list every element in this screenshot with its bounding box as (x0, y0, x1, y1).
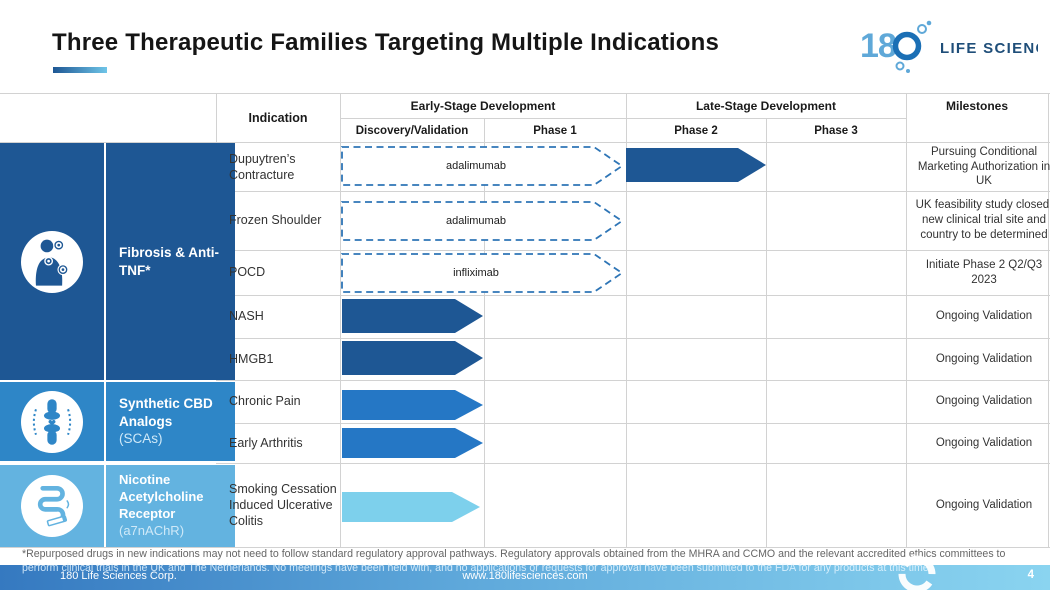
table-border (216, 463, 1050, 464)
family-nachr-label-cell: Nicotine Acetylcholine Receptor (a7nAChR… (106, 465, 235, 547)
table-border (626, 93, 627, 547)
solid-arrow-early-arthritis (342, 428, 483, 458)
dashed-arrow-frozen-shoulder (341, 201, 624, 241)
family-subname: (SCAs) (119, 431, 163, 447)
page-title: Three Therapeutic Families Targeting Mul… (52, 29, 720, 56)
table-border (484, 118, 485, 547)
table-border (766, 118, 767, 547)
logo-wordmark: LIFE SCIENCES (940, 40, 1038, 57)
column-header-phase-3: Phase 3 (814, 124, 858, 137)
indication-dupuytrens: Dupuytren’s Contracture (229, 151, 296, 182)
logo-bubble-icon (926, 20, 932, 26)
table-border (216, 250, 1050, 251)
solid-arrow-hmgb1 (342, 341, 483, 375)
logo-bubble-icon (906, 69, 910, 73)
family-subname: (a7nAChR) (119, 522, 185, 538)
company-logo: 18 LIFE SCIENCES (860, 20, 1038, 73)
family-fibrosis-icon-cell (0, 143, 104, 380)
logo-180-number: 18 (860, 27, 896, 65)
table-border (216, 295, 1050, 296)
table-border (340, 118, 906, 119)
column-header-late-stage: Late-Stage Development (695, 98, 837, 113)
footer-website-link[interactable]: www.180lifesciences.com (462, 570, 588, 582)
drug-label-adalimumab: adalimumab (446, 160, 506, 172)
family-cbd-icon-cell (0, 382, 104, 461)
indication-pocd: POCD (229, 265, 266, 280)
indication-frozen-shoulder: Frozen Shoulder (229, 213, 322, 228)
body-inflammation-icon (21, 230, 83, 293)
title-accent-bar (53, 67, 107, 73)
milestone-pocd: Initiate Phase 2 Q2/Q3 2023 (925, 258, 1043, 286)
family-name: Nicotine Acetylcholine Receptor (119, 472, 204, 521)
footnote-line2: perform clinical trials in the UK and Th… (22, 562, 932, 574)
column-header-discovery-validation: Discovery/Validation (355, 124, 469, 137)
column-header-phase-2: Phase 2 (674, 124, 718, 137)
family-name: Synthetic CBD Analogs (119, 396, 213, 429)
joint-icon (21, 390, 83, 453)
indication-chronic-pain: Chronic Pain (229, 394, 301, 409)
indication-early-arthritis: Early Arthritis (229, 435, 303, 450)
indication-nash: NASH (229, 309, 264, 324)
table-border (0, 93, 1050, 94)
milestone-frozen-shoulder: UK feasibility study closed, new clinica… (915, 199, 1050, 241)
column-header-milestones: Milestones (945, 98, 1008, 113)
milestone-early-arthritis: Ongoing Validation (935, 436, 1033, 449)
table-border (216, 191, 1050, 192)
family-name: Fibrosis & Anti-TNF* (119, 244, 219, 278)
footer-bar (0, 565, 1050, 590)
logo-bubble-icon (917, 24, 927, 34)
solid-arrow-smoking-cessation (342, 492, 480, 522)
solid-arrow-dupuytrens-phase2 (626, 148, 766, 182)
page-number: 4 (1027, 569, 1034, 581)
footnote-line1: *Repurposed drugs in new indications may… (22, 548, 1006, 560)
table-border (216, 423, 1050, 424)
drug-label-adalimumab: adalimumab (446, 215, 506, 227)
logo-zero-ring (892, 31, 922, 61)
indication-smoking-cessation-uc: Smoking Cessation Induced Ulcerative Col… (229, 481, 337, 529)
milestone-nash: Ongoing Validation (935, 310, 1033, 323)
table-border (906, 93, 907, 547)
milestone-smoking-cessation-uc: Ongoing Validation (935, 498, 1033, 511)
family-cbd-label-cell: Synthetic CBD Analogs (SCAs) (106, 382, 235, 461)
milestone-chronic-pain: Ongoing Validation (935, 395, 1033, 408)
table-border (216, 380, 1050, 381)
table-border (1048, 93, 1049, 547)
solid-arrow-nash (342, 299, 483, 333)
drug-label-infliximab: infliximab (453, 267, 499, 279)
footer-company-name: 180 Life Sciences Corp. (60, 570, 177, 582)
column-header-indication: Indication (248, 111, 308, 125)
table-border (0, 547, 1050, 548)
table-border (216, 338, 1050, 339)
dashed-arrow-pocd (341, 253, 624, 293)
table-border (340, 93, 341, 547)
logo-bubble-icon (895, 61, 905, 71)
footer-logo-swoosh-icon (898, 555, 936, 590)
table-border (0, 142, 1050, 143)
family-fibrosis-label-cell: Fibrosis & Anti-TNF* (106, 143, 235, 380)
family-nachr-icon-cell (0, 465, 104, 547)
column-header-phase-1: Phase 1 (533, 124, 577, 137)
dashed-arrow-dupuytrens (341, 146, 624, 186)
milestone-hmgb1: Ongoing Validation (935, 352, 1033, 365)
milestone-dupuytrens: Pursuing Conditional Marketing Authoriza… (917, 145, 1050, 188)
solid-arrow-chronic-pain (342, 390, 483, 420)
table-border (216, 93, 217, 143)
column-header-early-stage: Early-Stage Development (410, 98, 556, 113)
intestine-cigarette-icon (21, 475, 83, 537)
indication-hmgb1: HMGB1 (229, 351, 274, 366)
